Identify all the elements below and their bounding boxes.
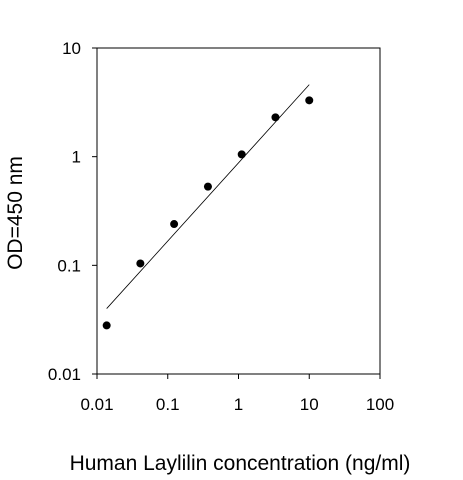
y-axis-label: OD=450 nm — [4, 156, 27, 270]
y-tick-label: 1 — [72, 148, 81, 167]
x-axis-label: Human Laylilin concentration (ng/ml) — [70, 452, 411, 475]
data-point — [305, 96, 314, 105]
data-point — [136, 259, 145, 268]
x-tick-label: 0.1 — [156, 395, 180, 414]
data-point — [203, 182, 212, 191]
data-point — [170, 220, 179, 229]
x-tick-label: 1 — [234, 395, 243, 414]
plot-frame — [96, 47, 381, 375]
trendline-group — [106, 84, 310, 309]
x-tick-label: 100 — [366, 395, 394, 414]
data-point — [102, 321, 111, 330]
y-tick-label: 10 — [62, 39, 81, 58]
data-points — [102, 96, 314, 330]
y-tick-label: 0.1 — [57, 256, 81, 275]
data-point — [237, 150, 246, 159]
y-axis-ticks: 0.01 0.1 1 10 — [48, 39, 97, 384]
trendline — [106, 84, 310, 309]
x-tick-label: 0.01 — [80, 395, 113, 414]
x-axis-ticks: 0.01 0.1 1 10 100 — [80, 374, 394, 414]
x-tick-label: 10 — [300, 395, 319, 414]
y-tick-label: 0.01 — [48, 365, 81, 384]
data-point — [271, 113, 280, 122]
